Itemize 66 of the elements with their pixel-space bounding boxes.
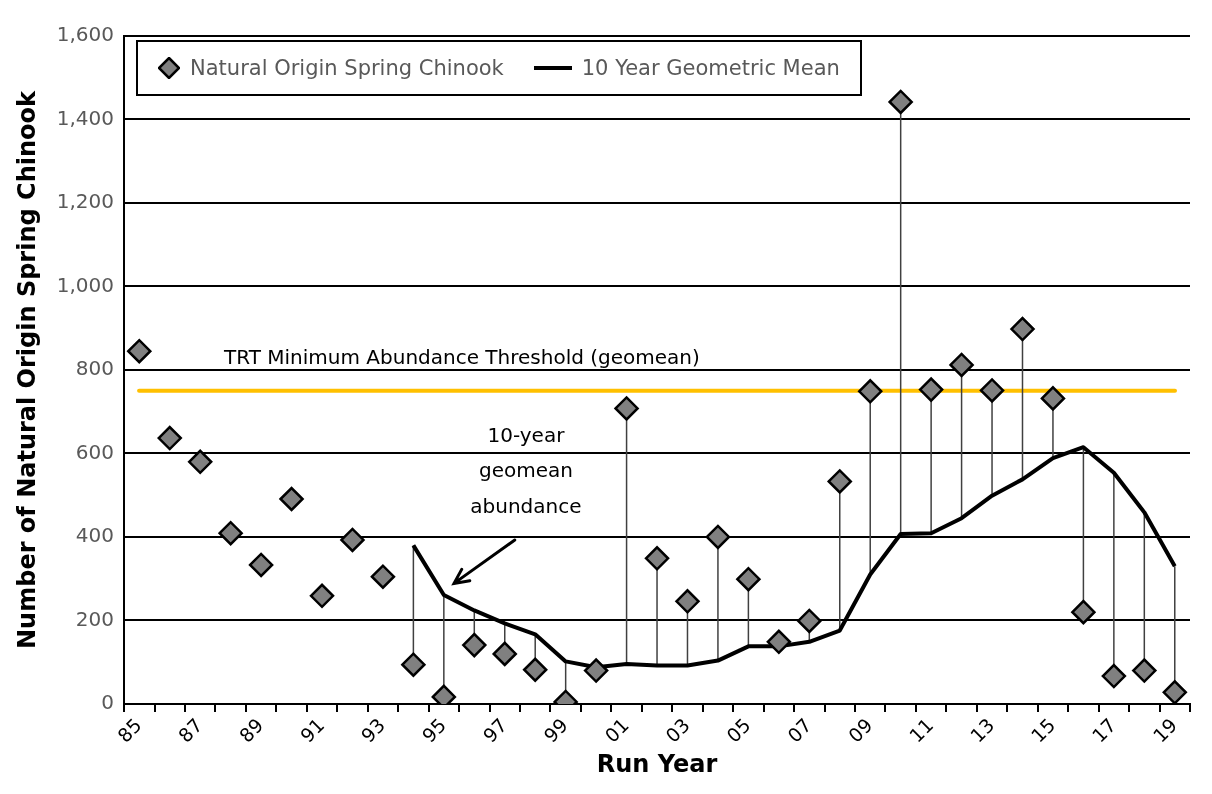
point — [1101, 663, 1127, 689]
y-axis-title: Number of Natural Origin Spring Chinook — [12, 89, 41, 649]
x-tick-label: 05 — [722, 713, 755, 747]
ref-line-label: TRT Minimum Abundance Threshold (geomean) — [223, 345, 700, 370]
point — [918, 377, 944, 402]
point — [279, 486, 304, 512]
y-tick-label: 400 — [75, 523, 115, 548]
x-tick-label: 15 — [1026, 713, 1060, 747]
legend-label: Natural Origin Spring Chinook — [190, 56, 504, 80]
x-tick-label: 07 — [782, 713, 816, 747]
y-tick-label: 600 — [75, 439, 115, 464]
legend-label: 10 Year Geometric Mean — [581, 56, 840, 80]
x-tick-label: 19 — [1148, 713, 1182, 747]
point — [157, 425, 182, 451]
point — [187, 449, 213, 475]
y-tick-label: 800 — [75, 356, 115, 381]
point — [736, 566, 761, 592]
x-tick-label: 95 — [417, 713, 451, 747]
point — [583, 658, 609, 683]
point — [1040, 386, 1066, 411]
x-tick-label: 01 — [600, 713, 633, 747]
point — [797, 608, 822, 634]
point — [401, 652, 426, 677]
point — [1071, 599, 1096, 625]
point — [614, 396, 639, 421]
point — [766, 629, 792, 655]
point — [218, 520, 243, 546]
x-tick-label: 17 — [1087, 713, 1121, 747]
point — [827, 469, 853, 494]
point — [248, 552, 274, 578]
point — [309, 583, 335, 609]
x-tick-label: 93 — [356, 713, 390, 747]
point — [370, 564, 396, 589]
x-tick-label: 03 — [661, 713, 694, 747]
annotation: 10-year geomean abundance — [470, 422, 582, 518]
point — [979, 378, 1005, 403]
point — [705, 524, 731, 550]
x-tick-label: 13 — [965, 713, 999, 747]
x-tick-label: 99 — [539, 713, 572, 747]
point — [644, 546, 670, 571]
point — [522, 657, 548, 682]
x-tick-label: 85 — [112, 713, 146, 747]
y-tick-label: 1,200 — [56, 189, 115, 214]
point — [340, 527, 365, 553]
x-tick-label: 91 — [295, 713, 329, 747]
x-tick-label: 09 — [843, 713, 877, 747]
y-tick-label: 0 — [101, 690, 115, 715]
y-tick-label: 1,400 — [56, 105, 115, 130]
y-tick-label: 200 — [75, 606, 115, 631]
x-tick-label: 97 — [478, 713, 512, 747]
y-tick-label: 1,600 — [56, 22, 115, 47]
x-tick-label: 89 — [234, 713, 268, 747]
point — [888, 89, 913, 115]
x-tick-label: 87 — [173, 713, 207, 747]
point — [1132, 658, 1157, 683]
point — [1162, 680, 1188, 704]
y-tick-label: 1,000 — [56, 272, 115, 297]
x-tick-label: 11 — [904, 713, 938, 747]
point — [492, 641, 517, 667]
point — [949, 352, 974, 378]
x-axis-title: Run Year — [596, 749, 718, 778]
point — [1010, 316, 1035, 342]
point — [857, 379, 883, 404]
point — [675, 589, 700, 614]
point — [462, 632, 487, 658]
point — [127, 338, 152, 364]
